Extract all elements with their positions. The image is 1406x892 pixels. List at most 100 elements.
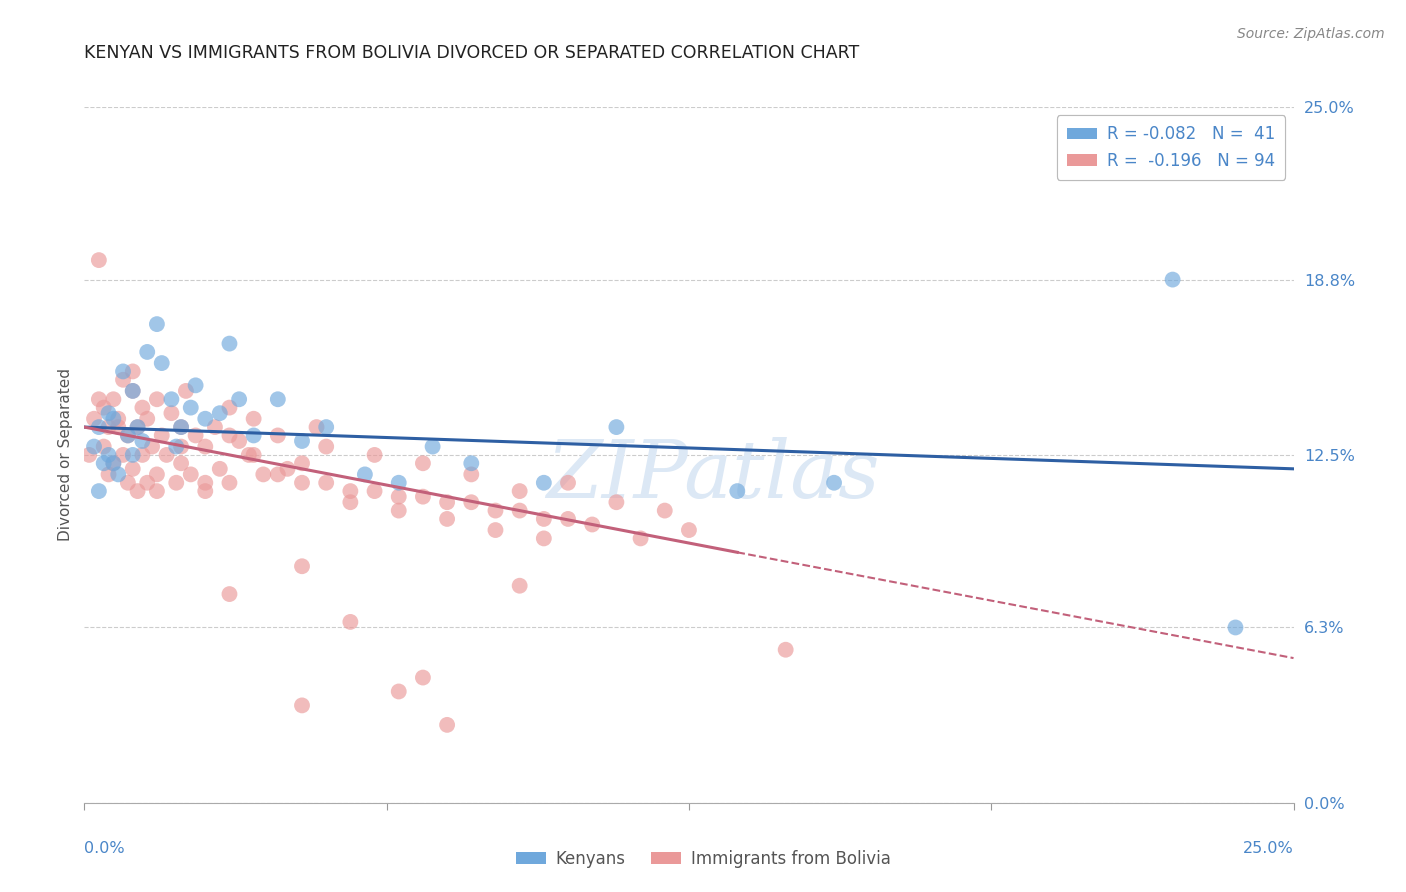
Point xyxy=(194,484,217,499)
Point xyxy=(131,448,153,462)
Point xyxy=(460,467,482,482)
Point xyxy=(93,401,115,415)
Point xyxy=(103,456,125,470)
Point xyxy=(117,428,139,442)
Point xyxy=(180,467,202,482)
Point xyxy=(146,317,169,331)
Point xyxy=(412,456,434,470)
Point xyxy=(160,406,183,420)
Point xyxy=(121,384,143,398)
Point xyxy=(654,503,676,517)
Point xyxy=(291,475,314,490)
Point xyxy=(388,475,411,490)
Point xyxy=(725,484,748,499)
Point xyxy=(121,448,143,462)
Point xyxy=(170,420,193,434)
Point xyxy=(121,384,143,398)
Point xyxy=(242,411,264,425)
Point xyxy=(339,484,361,499)
Point xyxy=(117,475,139,490)
Point xyxy=(388,490,411,504)
Point xyxy=(436,495,458,509)
Point xyxy=(204,420,226,434)
Point xyxy=(533,512,555,526)
Point xyxy=(146,484,169,499)
Point xyxy=(305,420,328,434)
Point xyxy=(218,428,240,442)
Point xyxy=(228,392,250,407)
Y-axis label: Divorced or Separated: Divorced or Separated xyxy=(58,368,73,541)
Point xyxy=(127,420,149,434)
Point xyxy=(87,392,110,407)
Point xyxy=(93,440,115,454)
Point xyxy=(218,475,240,490)
Point xyxy=(194,475,217,490)
Point xyxy=(194,440,217,454)
Point xyxy=(117,428,139,442)
Point xyxy=(131,401,153,415)
Point xyxy=(87,420,110,434)
Point xyxy=(170,456,193,470)
Point xyxy=(184,428,207,442)
Point xyxy=(1161,272,1184,286)
Point xyxy=(315,440,337,454)
Point xyxy=(103,411,125,425)
Point xyxy=(103,456,125,470)
Point xyxy=(242,428,264,442)
Point xyxy=(184,378,207,392)
Point xyxy=(87,253,110,268)
Point xyxy=(1225,620,1247,634)
Point xyxy=(218,336,240,351)
Point xyxy=(165,475,187,490)
Point xyxy=(484,523,506,537)
Point xyxy=(103,392,125,407)
Point xyxy=(150,356,173,370)
Point xyxy=(291,698,314,713)
Point xyxy=(107,411,129,425)
Point xyxy=(107,420,129,434)
Point xyxy=(180,401,202,415)
Point xyxy=(533,532,555,546)
Point xyxy=(146,467,169,482)
Point xyxy=(388,684,411,698)
Point xyxy=(112,364,135,378)
Point xyxy=(509,579,531,593)
Point xyxy=(388,503,411,517)
Point xyxy=(823,475,845,490)
Point xyxy=(412,490,434,504)
Point xyxy=(557,512,579,526)
Point xyxy=(252,467,274,482)
Point xyxy=(208,462,231,476)
Point xyxy=(83,411,105,425)
Point xyxy=(354,467,377,482)
Point xyxy=(630,532,652,546)
Point xyxy=(509,503,531,517)
Point xyxy=(339,495,361,509)
Point xyxy=(460,456,482,470)
Point xyxy=(436,718,458,732)
Point xyxy=(170,440,193,454)
Point xyxy=(581,517,603,532)
Point xyxy=(436,512,458,526)
Point xyxy=(363,484,385,499)
Point xyxy=(112,448,135,462)
Point xyxy=(121,462,143,476)
Point xyxy=(291,434,314,448)
Text: Source: ZipAtlas.com: Source: ZipAtlas.com xyxy=(1237,27,1385,41)
Point xyxy=(83,440,105,454)
Point xyxy=(291,456,314,470)
Point xyxy=(218,401,240,415)
Point xyxy=(238,448,260,462)
Point xyxy=(97,467,120,482)
Legend: Kenyans, Immigrants from Bolivia: Kenyans, Immigrants from Bolivia xyxy=(509,844,897,875)
Point xyxy=(557,475,579,490)
Text: 0.0%: 0.0% xyxy=(84,841,125,856)
Point xyxy=(605,420,627,434)
Point xyxy=(267,428,290,442)
Point xyxy=(136,411,159,425)
Point xyxy=(112,373,135,387)
Point xyxy=(484,503,506,517)
Legend: R = -0.082   N =  41, R =  -0.196   N = 94: R = -0.082 N = 41, R = -0.196 N = 94 xyxy=(1057,115,1285,179)
Point xyxy=(127,484,149,499)
Point xyxy=(93,456,115,470)
